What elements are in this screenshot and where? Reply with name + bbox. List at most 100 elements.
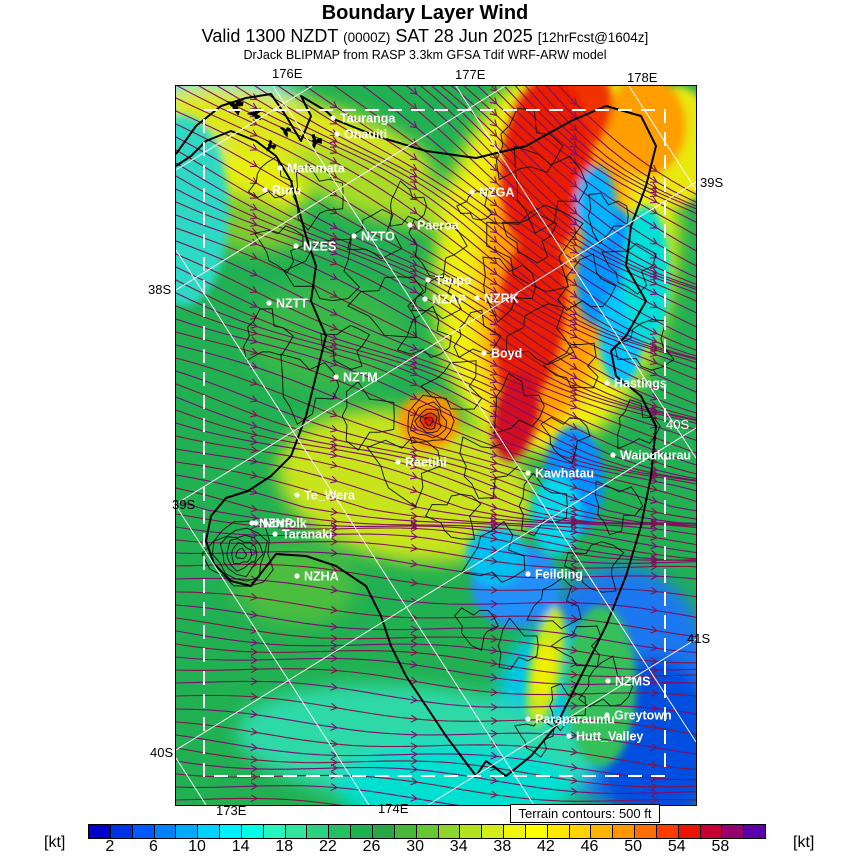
graticule-label: 39S [172, 497, 196, 512]
colorbar-segment [613, 825, 636, 838]
site-dot [249, 520, 255, 526]
site-dot [334, 131, 340, 137]
site-label: NZHA [304, 570, 339, 584]
map-layers: Tauranga Ohauiti Matamata Ruru Paeroa NZTO NZE… [176, 86, 696, 805]
site-dot [525, 470, 531, 476]
coastline [176, 93, 657, 777]
colorbar-segment [372, 825, 395, 838]
site-dot [266, 300, 272, 306]
site-label: Matamata [287, 162, 346, 176]
colorbar-segment [700, 825, 723, 838]
colorbar-tick: 6 [148, 838, 158, 855]
site-dot [425, 277, 431, 283]
site-dot [277, 165, 283, 171]
colorbar-segment [416, 825, 439, 838]
colorbar-tick: 18 [275, 838, 294, 855]
site-label: Hastings [614, 377, 667, 391]
colorbar-tick: 54 [667, 838, 686, 855]
graticule-label: 174E [378, 801, 409, 816]
site-label: NZTM [343, 371, 378, 385]
site-dot [253, 520, 259, 526]
colorbar-segment [482, 825, 505, 838]
domain-box [203, 109, 666, 777]
site-label: NZRK [484, 292, 519, 306]
colorbar-segment [154, 825, 177, 838]
site-label: Boyd [491, 347, 522, 361]
colorbar-segment [744, 825, 766, 838]
terrain-contour-layer [201, 107, 675, 758]
valid-prefix: Valid 1300 NZDT [201, 26, 344, 46]
site-label: Waipukurau [620, 449, 691, 463]
site-dot [481, 350, 487, 356]
colorbar-segment [198, 825, 221, 838]
colorbar-segment [438, 825, 461, 838]
site-label: Ruru [272, 184, 301, 198]
colorbar-tick: 34 [449, 838, 468, 855]
colorbar-segment [591, 825, 614, 838]
site-label: Te_Wera [304, 489, 356, 503]
wind-field-map: Tauranga Ohauiti Matamata Ruru Paeroa NZTO NZE… [176, 86, 696, 805]
site-label: NZGA [479, 186, 514, 200]
site-dot [604, 712, 610, 718]
site-label: Taranaki [282, 528, 333, 542]
graticule-label: 41S [687, 631, 711, 646]
terrain-note: Terrain contours: 500 ft [510, 804, 660, 823]
site-dot [422, 296, 428, 302]
site-dot [469, 189, 475, 195]
wind-speed-field-detail [176, 86, 696, 766]
site-dot [351, 233, 357, 239]
site-label: Feilding [535, 568, 583, 582]
graticule-layer [176, 86, 696, 805]
site-label: Raetihi [405, 456, 447, 470]
colorbar-tick: 38 [493, 838, 512, 855]
site-dot [610, 452, 616, 458]
colorbar-segment [329, 825, 352, 838]
site-dot [262, 187, 268, 193]
site-label: Greytown [614, 709, 672, 723]
graticule-label: 176E [272, 66, 303, 81]
colorbar-tick: 14 [231, 838, 250, 855]
colorbar-segment [722, 825, 745, 838]
site-dot [395, 459, 401, 465]
site-label: NZMS [615, 675, 650, 689]
colorbar-tick: 46 [580, 838, 599, 855]
map-frame: Tauranga Ohauiti Matamata Ruru Paeroa NZTO NZE… [175, 85, 697, 806]
site-label: NZTO [361, 230, 395, 244]
model-line: DrJack BLIPMAP from RASP 3.3km GFSA Tdif… [243, 48, 607, 62]
colorbar-tick: 2 [105, 838, 115, 855]
colorbar-tick: 42 [537, 838, 555, 855]
colorbar-segment [656, 825, 679, 838]
valid-zulu: (0000Z) [343, 30, 391, 45]
site-label: Ohauiti [344, 128, 387, 142]
colorbar-tick: 30 [406, 838, 424, 855]
site-label: Norfolk [263, 517, 307, 531]
graticule-label: 40S [666, 417, 690, 432]
colorbar-tick: 22 [318, 838, 337, 855]
site-dot [604, 380, 610, 386]
site-labels: Tauranga Ohauiti Matamata Ruru Paeroa NZTO NZE… [249, 112, 691, 744]
site-dot [566, 733, 572, 739]
site-label: Taupo [435, 274, 472, 288]
graticule-label: 177E [455, 67, 486, 82]
site-dot [294, 573, 300, 579]
colorbar-segment [307, 825, 330, 838]
site-label: NZAP [432, 293, 466, 307]
graticule-label: 173E [216, 803, 247, 818]
colorbar-unit-left: [kt] [44, 834, 66, 851]
graticule-label: 178E [627, 70, 658, 85]
site-dot [525, 716, 531, 722]
site-dot [525, 571, 531, 577]
colorbar-segment [547, 825, 570, 838]
valid-fcst: [12hrFcst@1604z] [537, 30, 649, 45]
colorbar-segment [394, 825, 417, 838]
site-label: Hutt_Valley [576, 730, 643, 744]
colorbar-segment [220, 825, 242, 838]
colorbar-segment [285, 825, 308, 838]
colorbar-segment [678, 825, 701, 838]
site-label: NZES [303, 240, 336, 254]
site-dot [333, 374, 339, 380]
colorbar-segment [176, 825, 199, 838]
colorbar-segment [241, 825, 264, 838]
graticule-label: 40S [150, 745, 174, 760]
site-label: Paraparaumu [535, 713, 615, 727]
